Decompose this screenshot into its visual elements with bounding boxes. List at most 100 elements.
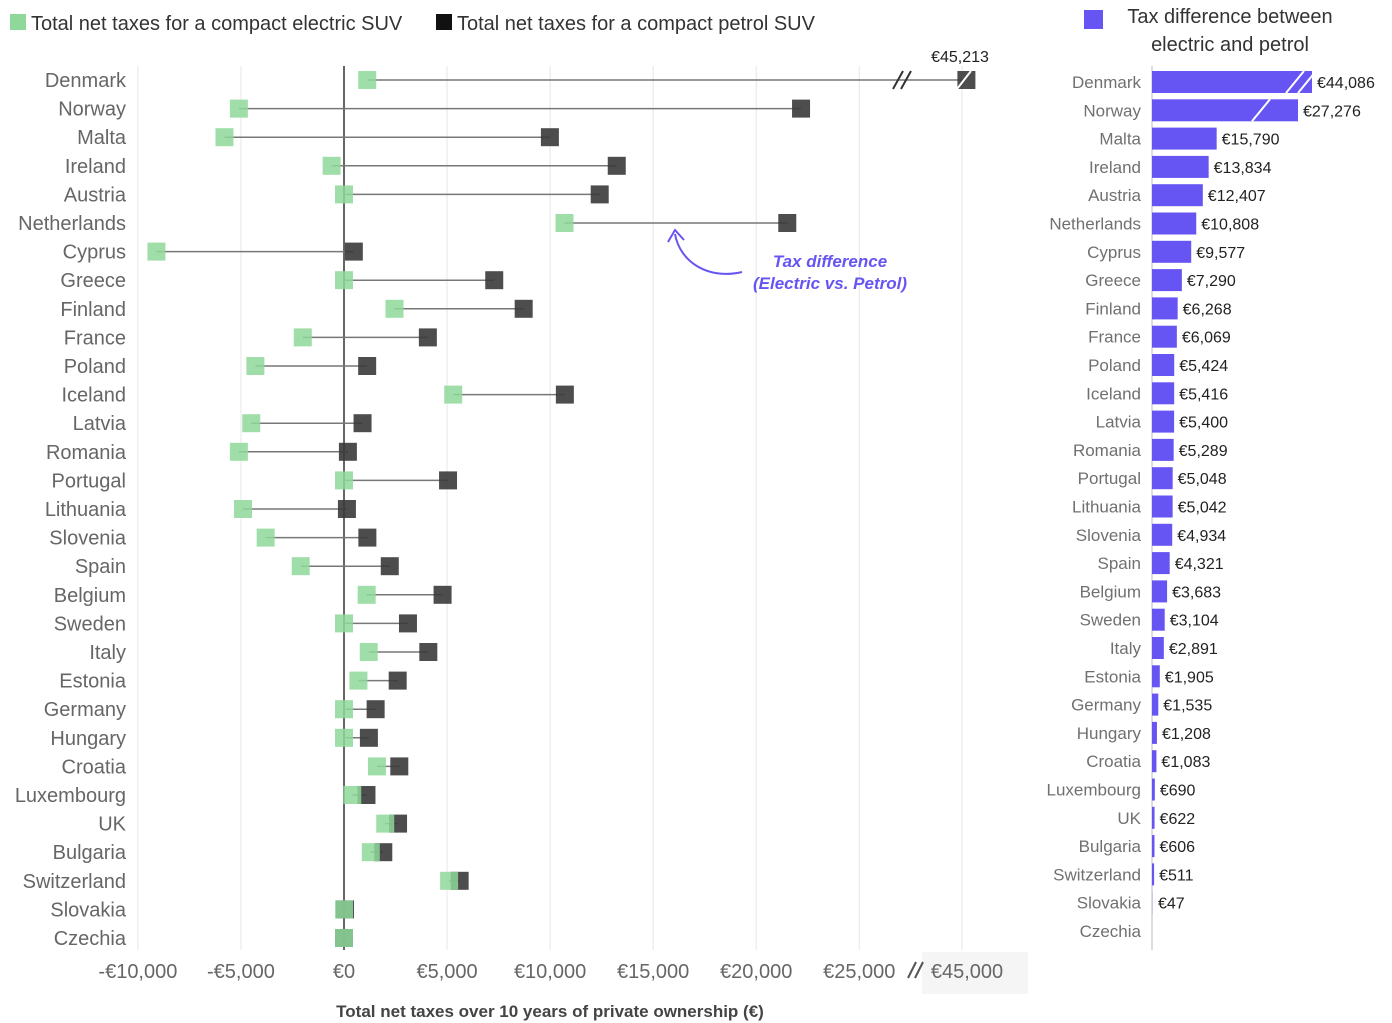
electric-marker-portugal (335, 471, 353, 490)
difference-value-croatia: €1,083 (1161, 754, 1210, 771)
bar-country-label-denmark: Denmark (1072, 73, 1141, 92)
difference-value-finland: €6,268 (1183, 301, 1232, 318)
petrol-marker-portugal (439, 471, 458, 490)
difference-value-estonia: €1,905 (1165, 669, 1214, 686)
difference-value-bulgaria: €606 (1159, 839, 1195, 856)
difference-bar-cyprus (1152, 240, 1192, 263)
difference-value-poland: €5,424 (1179, 358, 1228, 375)
petrol-marker-slovenia (358, 528, 377, 547)
electric-marker-switzerland (440, 871, 459, 890)
difference-bar-uk (1152, 806, 1155, 829)
bar-country-label-poland: Poland (1088, 356, 1141, 375)
difference-value-denmark: €44,086 (1317, 75, 1375, 92)
difference-bar-portugal (1152, 467, 1173, 490)
electric-marker-denmark (358, 71, 377, 89)
difference-bar-sweden (1152, 608, 1165, 631)
difference-value-spain: €4,321 (1175, 556, 1224, 573)
electric-marker-lithuania (234, 500, 253, 518)
electric-marker-slovenia (256, 528, 275, 547)
axis-break-tick-bg (922, 952, 1028, 994)
electric-marker-estonia (349, 671, 368, 690)
difference-bar-denmark (1152, 71, 1312, 93)
country-label-croatia: Croatia (62, 756, 127, 778)
petrol-marker-france (418, 328, 437, 347)
bar-country-label-ireland: Ireland (1089, 158, 1141, 177)
axis-break-marks (892, 70, 972, 90)
legend-petrol-label: Total net taxes for a compact petrol SUV (457, 13, 816, 35)
difference-value-uk: €622 (1160, 811, 1196, 828)
legend: Total net taxes for a compact electric S… (10, 6, 1333, 56)
country-label-lithuania: Lithuania (45, 499, 127, 521)
difference-bar-malta (1152, 127, 1217, 150)
electric-marker-slovakia (335, 900, 353, 919)
petrol-marker-finland (514, 299, 533, 318)
country-label-spain: Spain (75, 556, 126, 578)
petrol-marker-croatia (390, 757, 409, 776)
country-label-slovenia: Slovenia (49, 528, 127, 550)
electric-marker-hungary (335, 728, 353, 747)
electric-marker-finland (385, 299, 404, 318)
country-label-switzerland: Switzerland (23, 871, 126, 893)
country-label-ireland: Ireland (65, 156, 126, 178)
difference-bar-luxembourg (1152, 778, 1155, 801)
difference-bar-lithuania (1152, 495, 1173, 518)
bar-country-label-estonia: Estonia (1084, 667, 1141, 686)
axis-break-mark (907, 961, 917, 979)
difference-value-portugal: €5,048 (1178, 471, 1227, 488)
bar-country-label-greece: Greece (1085, 271, 1141, 290)
electric-marker-bulgaria (361, 843, 380, 862)
x-tick-label: -€10,000 (98, 961, 177, 983)
electric-marker-greece (335, 271, 353, 290)
x-axis-title: Total net taxes over 10 years of private… (336, 1002, 764, 1021)
petrol-marker-netherlands (778, 214, 797, 232)
x-tick-label: -€5,000 (207, 961, 275, 983)
difference-bar-france (1152, 325, 1177, 348)
bar-country-label-finland: Finland (1085, 299, 1141, 318)
electric-marker-malta (215, 128, 234, 147)
difference-value-greece: €7,290 (1187, 273, 1236, 290)
difference-bar-slovenia (1152, 523, 1173, 546)
difference-value-austria: €12,407 (1208, 188, 1266, 205)
petrol-marker-iceland (555, 385, 574, 404)
country-label-germany: Germany (44, 699, 126, 721)
difference-value-iceland: €5,416 (1179, 386, 1228, 403)
tax-difference-annotation: Tax difference (Electric vs. Petrol) (667, 228, 907, 293)
petrol-marker-hungary (359, 728, 378, 747)
difference-bar-poland (1152, 354, 1175, 376)
electric-marker-iceland (444, 385, 463, 404)
bar-country-label-bulgaria: Bulgaria (1079, 837, 1142, 856)
electric-marker-croatia (367, 757, 386, 776)
difference-bar-belgium (1152, 580, 1168, 603)
annotation-line1: Tax difference (773, 252, 887, 271)
bar-country-label-hungary: Hungary (1077, 724, 1142, 743)
bar-country-label-netherlands: Netherlands (1049, 215, 1141, 234)
electric-marker-cyprus (147, 242, 166, 261)
petrol-marker-luxembourg (357, 786, 376, 804)
gridlines (137, 66, 963, 950)
electric-marker-belgium (357, 585, 376, 604)
country-label-finland: Finland (60, 299, 126, 321)
axis-break-mark (914, 961, 924, 979)
petrol-marker-cyprus (344, 242, 363, 261)
difference-value-germany: €1,535 (1163, 698, 1212, 715)
country-label-romania: Romania (46, 442, 127, 464)
x-tick-label: €20,000 (720, 961, 792, 983)
difference-value-sweden: €3,104 (1170, 613, 1219, 630)
denmark-petrol-value-label: €45,213 (931, 49, 989, 66)
x-tick-label: €10,000 (514, 961, 586, 983)
electric-marker-italy (359, 643, 378, 661)
electric-marker-ireland (322, 156, 341, 175)
difference-value-luxembourg: €690 (1160, 783, 1196, 800)
annotation-line2: (Electric vs. Petrol) (753, 274, 907, 293)
electric-marker-romania (229, 442, 248, 461)
petrol-marker-romania (338, 442, 357, 461)
petrol-marker-greece (485, 271, 504, 290)
difference-value-lithuania: €5,042 (1178, 500, 1227, 517)
bar-country-label-slovenia: Slovenia (1076, 526, 1142, 545)
legend-electric-label: Total net taxes for a compact electric S… (31, 13, 403, 35)
petrol-marker-ireland (607, 156, 626, 175)
petrol-marker-belgium (433, 585, 452, 604)
country-label-estonia: Estonia (59, 671, 127, 693)
difference-value-slovakia: €47 (1158, 896, 1185, 913)
